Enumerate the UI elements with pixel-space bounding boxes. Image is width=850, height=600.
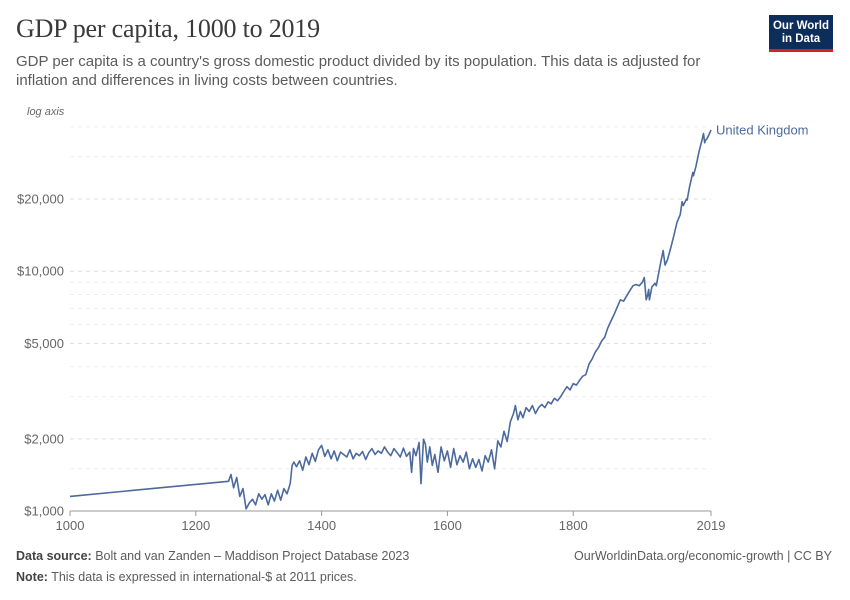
data-source: Data source: Bolt and van Zanden – Maddi… xyxy=(16,549,409,563)
source-label: Data source: xyxy=(16,549,92,563)
y-tick-label: $2,000 xyxy=(24,431,64,446)
x-tick-label: 1400 xyxy=(307,518,336,533)
y-tick-label: $20,000 xyxy=(17,192,64,207)
logo-line-1: Our World xyxy=(772,20,829,32)
y-axis-ticks: $1,000 $2,000 $5,000 $10,000 $20,000 xyxy=(17,192,64,519)
y-tick-label: $5,000 xyxy=(24,336,64,351)
series-label-united-kingdom[interactable]: United Kingdom xyxy=(716,123,809,138)
x-tick-label: 2019 xyxy=(697,518,726,533)
chart-title: GDP per capita, 1000 to 2019 xyxy=(16,14,320,43)
footer-url[interactable]: OurWorldinData.org/economic-growth | CC … xyxy=(574,549,832,563)
x-axis: 1000 1200 1400 1600 1800 2019 xyxy=(56,510,726,533)
series-line-united-kingdom[interactable] xyxy=(69,129,712,510)
x-tick-label: 1800 xyxy=(559,518,588,533)
log-axis-label[interactable]: log axis xyxy=(27,106,65,118)
x-tick-label: 1600 xyxy=(433,518,462,533)
owid-logo[interactable]: Our World in Data xyxy=(769,15,833,52)
grid-lines xyxy=(70,126,711,512)
y-tick-label: $10,000 xyxy=(17,264,64,279)
logo-line-2: in Data xyxy=(781,33,821,45)
chart-subtitle: GDP per capita is a country's gross dome… xyxy=(16,53,701,89)
x-tick-label: 1200 xyxy=(181,518,210,533)
y-tick-label: $1,000 xyxy=(24,504,64,519)
note-label: Note: xyxy=(16,570,48,584)
x-tick-label: 1000 xyxy=(56,518,85,533)
source-text[interactable]: Bolt and van Zanden – Maddison Project D… xyxy=(95,549,410,563)
data-note: Note: This data is expressed in internat… xyxy=(16,570,357,584)
note-text: This data is expressed in international-… xyxy=(51,570,357,584)
series-layer: United Kingdom xyxy=(69,123,809,510)
